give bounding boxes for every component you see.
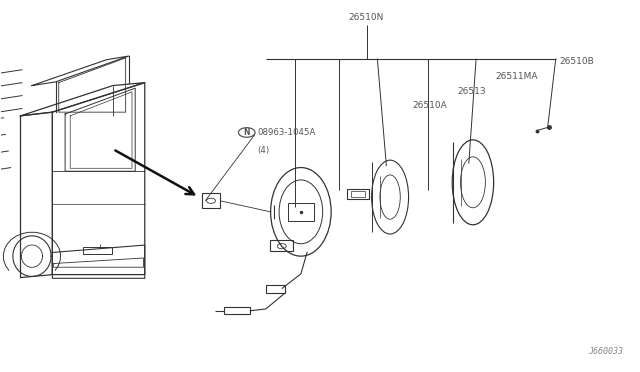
Text: 26513: 26513 [457,87,486,96]
Text: (4): (4) [257,146,269,155]
Text: J660033: J660033 [588,347,623,356]
Text: 26510B: 26510B [559,57,594,66]
Bar [83,247,111,254]
Text: 08963-1045A: 08963-1045A [257,128,316,137]
Text: 26510A: 26510A [412,101,447,110]
Text: N: N [243,128,250,137]
Text: 26510N: 26510N [349,13,384,22]
Text: 26511MA: 26511MA [495,72,538,81]
